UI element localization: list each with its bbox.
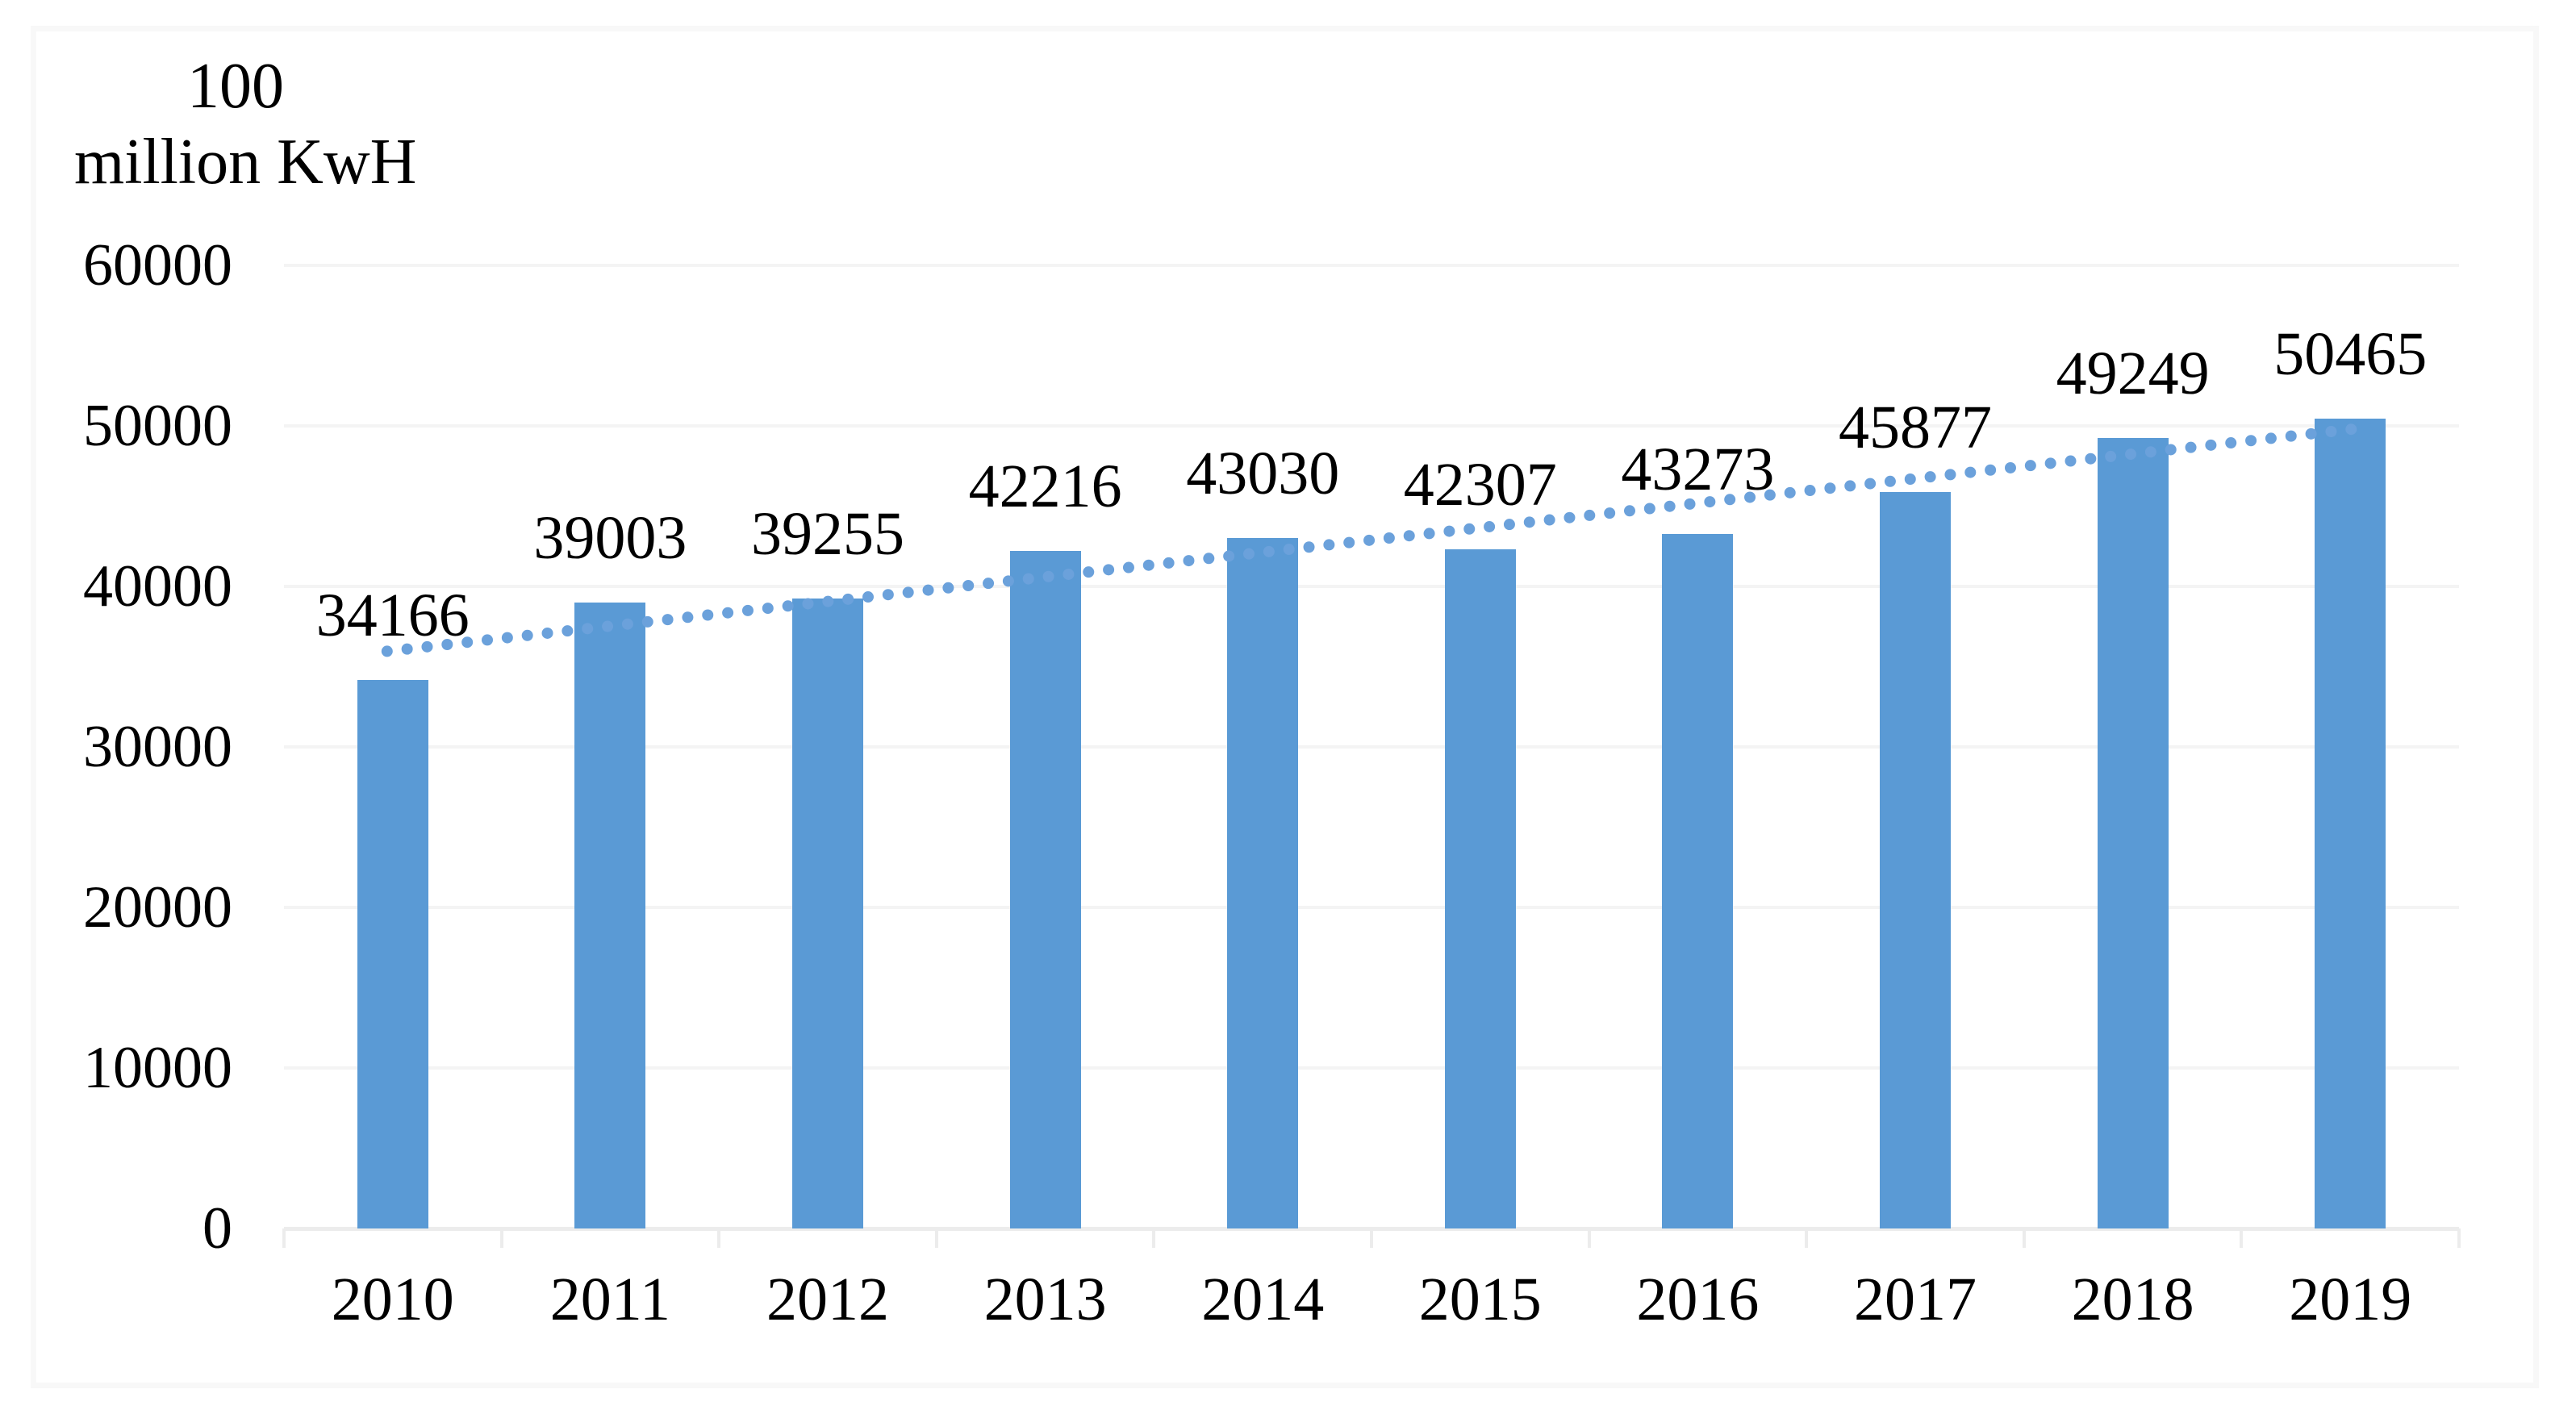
x-axis-tick-label-2015: 2015: [1418, 1266, 1542, 1333]
x-axis-tick-mark: [717, 1228, 721, 1248]
x-axis-tick-mark: [1370, 1228, 1373, 1248]
bar-value-label-2018: 49249: [2056, 339, 2210, 407]
y-axis-unit-line2: million KwH: [74, 127, 417, 198]
bar-2018: [2097, 437, 2169, 1228]
x-axis-tick-label-2014: 2014: [1201, 1266, 1325, 1333]
bar-2019: [2315, 418, 2386, 1228]
x-axis-tick-mark: [2457, 1228, 2461, 1248]
bar-2015: [1444, 549, 1516, 1228]
x-axis-tick-mark: [934, 1228, 938, 1248]
y-axis-tick-label-30000: 30000: [83, 714, 232, 780]
y-axis-tick-label-40000: 40000: [83, 553, 232, 619]
bar-2014: [1227, 537, 1299, 1228]
x-axis-tick-label-2019: 2019: [2289, 1266, 2412, 1333]
bar-value-label-2017: 45877: [1839, 394, 1992, 462]
bar-value-label-2010: 34166: [315, 582, 470, 650]
bar-value-label-2011: 39003: [533, 503, 687, 572]
bar-value-label-2016: 43273: [1621, 435, 1775, 503]
x-axis-tick-label-2010: 2010: [331, 1266, 454, 1333]
x-axis-tick-mark: [2240, 1228, 2244, 1248]
x-axis-tick-mark: [2022, 1228, 2026, 1248]
y-axis-tick-label-60000: 60000: [83, 232, 232, 298]
x-axis-tick-mark: [1805, 1228, 1809, 1248]
gridline-50000: [284, 424, 2459, 428]
y-axis-tick-label-0: 0: [202, 1195, 232, 1262]
bar-2012: [792, 598, 863, 1228]
bar-2016: [1662, 533, 1734, 1228]
x-axis-tick-label-2012: 2012: [766, 1266, 889, 1333]
x-axis-tick-mark: [1152, 1228, 1156, 1248]
bar-value-label-2013: 42216: [968, 452, 1122, 520]
bar-2010: [357, 680, 428, 1228]
gridline-10000: [284, 1066, 2459, 1070]
x-axis-tick-mark: [1587, 1228, 1591, 1248]
bar-value-label-2014: 43030: [1186, 439, 1340, 507]
bar-2017: [1880, 492, 1951, 1228]
bar-value-label-2012: 39255: [751, 499, 904, 568]
x-axis-tick-label-2013: 2013: [983, 1266, 1107, 1333]
gridline-40000: [284, 585, 2459, 588]
gridline-20000: [284, 906, 2459, 909]
bar-value-label-2019: 50465: [2273, 319, 2428, 388]
bar-2013: [1009, 550, 1081, 1228]
bar-2011: [574, 602, 646, 1228]
x-axis-tick-label-2017: 2017: [1854, 1266, 1977, 1333]
gridline-60000: [284, 264, 2459, 267]
y-axis-tick-label-10000: 10000: [83, 1035, 232, 1101]
x-axis-tick-mark: [499, 1228, 503, 1248]
y-axis-unit-label: 100 million KwH: [74, 48, 417, 200]
x-axis-tick-mark: [282, 1228, 286, 1248]
bar-value-label-2015: 42307: [1403, 451, 1557, 519]
trendline-dotted-line: [381, 423, 2361, 657]
y-axis-unit-line1: 100: [187, 51, 284, 122]
gridline-30000: [284, 745, 2459, 749]
x-axis-tick-label-2011: 2011: [549, 1266, 670, 1333]
y-axis-tick-label-50000: 50000: [83, 393, 232, 459]
x-axis-tick-label-2018: 2018: [2071, 1266, 2194, 1333]
y-axis-tick-label-20000: 20000: [83, 874, 232, 941]
x-axis-tick-label-2016: 2016: [1636, 1266, 1760, 1333]
